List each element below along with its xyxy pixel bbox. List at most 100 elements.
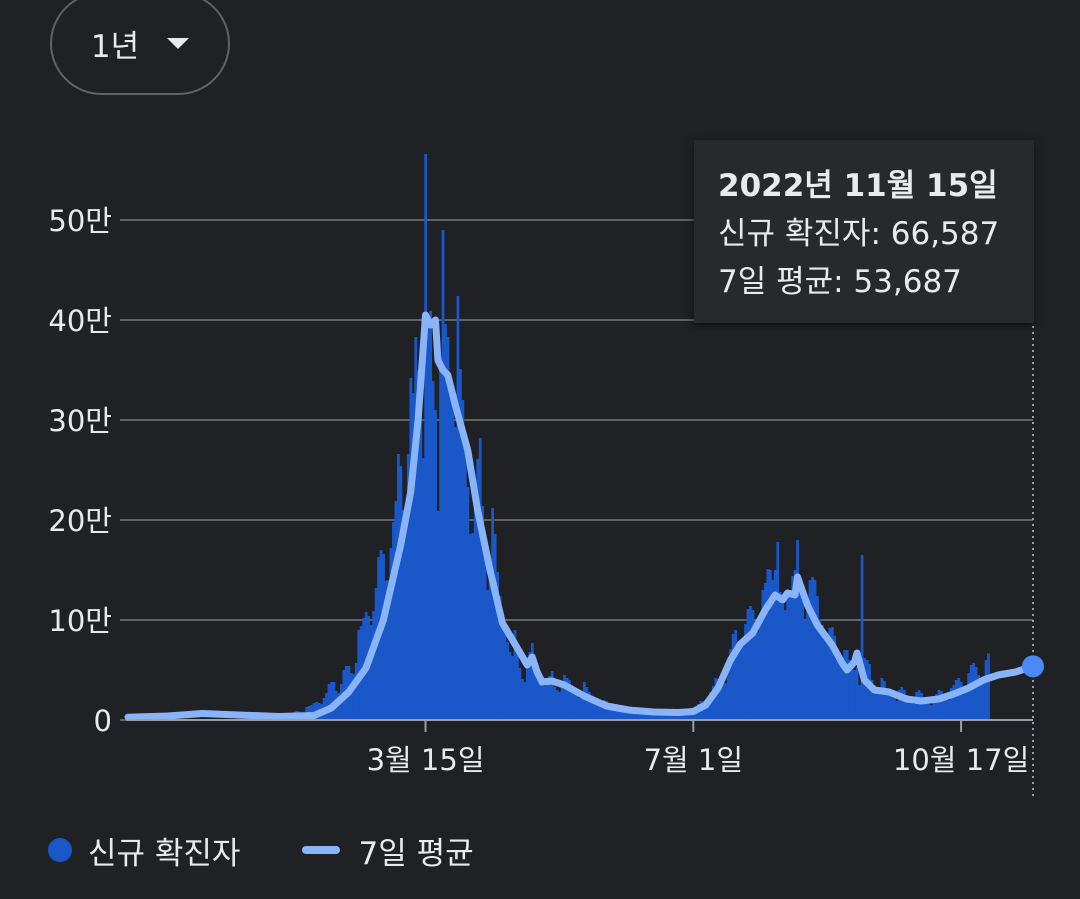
case-bar: [979, 679, 983, 720]
case-bar: [545, 684, 549, 720]
case-bar: [476, 459, 480, 720]
case-bar: [625, 708, 628, 720]
case-bar: [932, 698, 936, 720]
case-bar: [825, 639, 829, 720]
case-bar: [759, 620, 762, 720]
case-bar: [947, 700, 951, 720]
case-bar: [766, 569, 770, 720]
case-bar: [917, 690, 921, 720]
case-bar: [811, 577, 814, 720]
case-bar: [721, 682, 725, 720]
case-bar: [585, 687, 589, 720]
case-bar: [882, 681, 886, 720]
case-bar: [855, 667, 859, 720]
case-bar: [977, 675, 980, 720]
case-bar: [892, 698, 896, 720]
chart-legend: 신규 확진자 7일 평균: [48, 826, 536, 874]
y-tick-label: 50만: [48, 204, 112, 238]
case-bar: [590, 696, 594, 720]
case-bar: [392, 522, 395, 720]
case-bar: [649, 712, 653, 720]
case-bar: [406, 454, 410, 720]
case-bar: [704, 700, 708, 720]
case-bar: [967, 673, 971, 720]
case-bar: [439, 357, 442, 720]
case-bar: [372, 611, 376, 720]
legend-item-average[interactable]: 7일 평균: [302, 828, 474, 873]
case-bar: [875, 688, 879, 720]
case-bar: [394, 501, 398, 720]
case-bar: [838, 660, 842, 720]
case-bar: [508, 652, 512, 720]
case-bar: [853, 670, 857, 720]
case-bar: [915, 692, 919, 720]
average-line-path: [124, 311, 1037, 721]
legend-item-cases[interactable]: 신규 확진자: [48, 828, 240, 873]
case-bar: [744, 624, 747, 720]
case-bar: [565, 678, 569, 720]
case-bar: [595, 703, 599, 720]
case-bar: [597, 706, 601, 720]
case-bar: [907, 700, 911, 720]
case-bar: [788, 590, 792, 720]
highlight-point: [1022, 655, 1044, 678]
bar-series-dot-icon: [48, 838, 72, 862]
case-bar: [684, 711, 688, 720]
case-bar: [575, 694, 579, 720]
case-bar: [773, 570, 777, 720]
case-bar: [897, 690, 901, 720]
case-bar: [451, 385, 455, 720]
legend-label-average: 7일 평균: [358, 835, 474, 872]
case-bar: [483, 542, 487, 720]
case-bar: [640, 711, 643, 720]
case-bar: [803, 620, 807, 720]
case-bar: [806, 601, 809, 720]
tooltip-cases: 신규 확진자: 66,587: [718, 216, 1000, 252]
y-tick-label: 30만: [48, 404, 112, 438]
case-bar: [454, 427, 457, 720]
case-bar: [434, 410, 437, 720]
case-bar: [399, 466, 403, 720]
case-bar: [781, 604, 785, 720]
case-bar: [669, 714, 673, 720]
case-bar: [431, 381, 435, 720]
legend-label-cases: 신규 확진자: [88, 835, 241, 872]
case-bar: [734, 630, 738, 720]
range-selector-button[interactable]: 1년: [50, 0, 230, 95]
case-bar: [478, 438, 482, 720]
case-bar: [786, 594, 790, 720]
case-bar: [828, 628, 832, 720]
case-bar: [568, 680, 571, 720]
case-bar: [935, 694, 938, 720]
case-bar: [895, 701, 899, 720]
case-bar: [816, 596, 819, 720]
case-bar: [573, 690, 576, 720]
case-bar: [664, 712, 668, 720]
case-bar: [823, 638, 827, 720]
case-bar: [761, 590, 765, 720]
case-bar: [543, 686, 547, 720]
case-bar: [865, 660, 869, 720]
case-bar: [771, 580, 775, 720]
case-bar: [902, 690, 906, 720]
case-bar: [652, 713, 656, 720]
case-bar: [984, 660, 988, 720]
case-bar: [808, 580, 812, 720]
case-bar: [927, 704, 931, 720]
case-bar: [471, 533, 475, 720]
case-bar: [756, 632, 760, 720]
y-tick-label: 10만: [48, 604, 112, 638]
case-bar: [657, 712, 661, 720]
case-bar: [689, 713, 693, 720]
case-bar: [972, 663, 976, 720]
case-bar: [937, 690, 941, 720]
case-bar: [354, 663, 358, 720]
case-bar: [533, 659, 537, 720]
case-bar: [887, 692, 891, 720]
case-bar: [337, 693, 341, 720]
case-bar: [674, 713, 678, 720]
case-bar: [672, 714, 676, 720]
case-bar: [944, 698, 948, 720]
case-bar: [411, 393, 415, 720]
